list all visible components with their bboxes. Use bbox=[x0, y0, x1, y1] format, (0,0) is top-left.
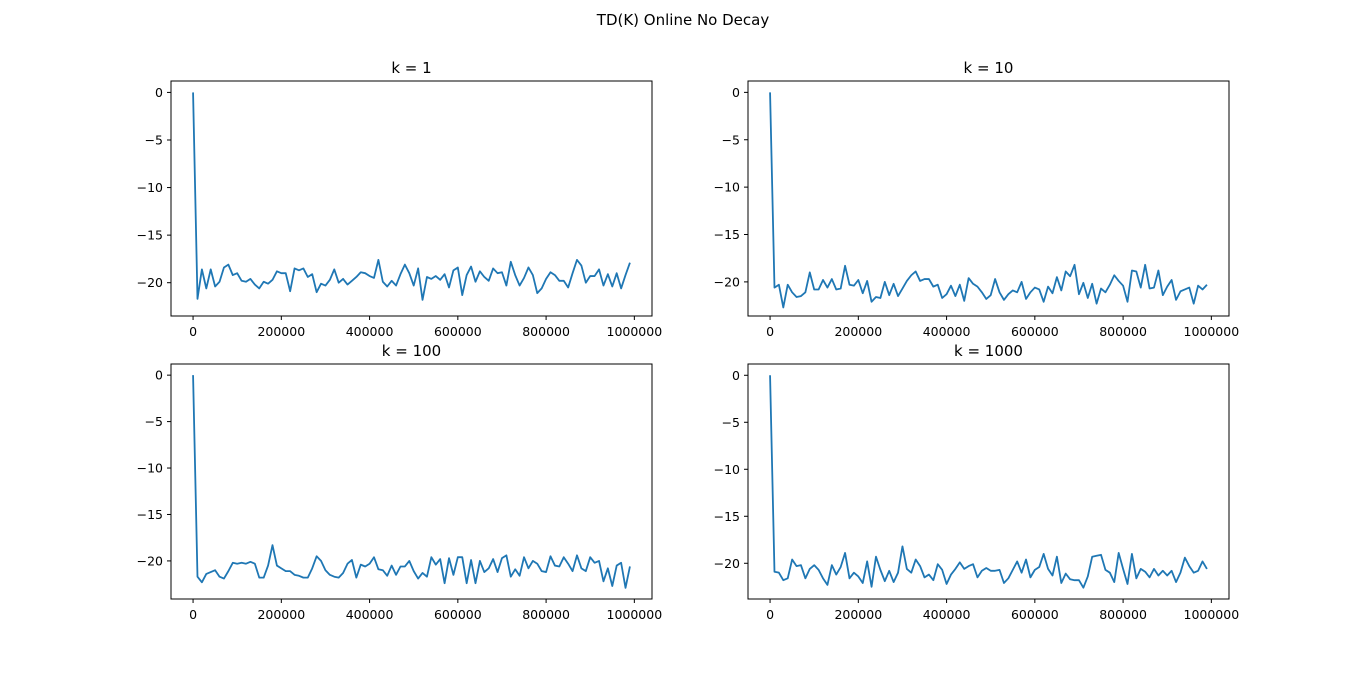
x-tick-label: 400000 bbox=[346, 607, 394, 622]
x-tick-label: 800000 bbox=[522, 324, 570, 339]
series-line bbox=[192, 375, 631, 589]
series-line bbox=[769, 92, 1208, 309]
subplots: k = 10−5−10−15−200 200000 400000 600000 8000… bbox=[137, 59, 1240, 622]
x-tick-label: 800000 bbox=[522, 607, 570, 622]
y-tick-label: −10 bbox=[137, 461, 163, 476]
y-tick-label: 0 bbox=[155, 85, 163, 100]
x-tick-label: 200000 bbox=[257, 324, 305, 339]
subplot-title: k = 100 bbox=[382, 342, 441, 360]
y-tick-label: −5 bbox=[722, 415, 740, 430]
x-tick-label: 1000000 bbox=[1184, 607, 1240, 622]
subplot-title: k = 1 bbox=[391, 59, 431, 77]
y-tick-label: −20 bbox=[137, 275, 163, 290]
y-tick-label: −20 bbox=[137, 553, 163, 568]
y-tick-label: −15 bbox=[137, 507, 163, 522]
subplot-4: k = 1000 0 −5 −10 −15 −20 0 200000 400000 600000 8… bbox=[714, 342, 1240, 622]
figure-title: TD(K) Online No Decay bbox=[596, 11, 770, 29]
x-tick-label: 0 bbox=[189, 607, 197, 622]
x-tick-label: 600000 bbox=[434, 607, 482, 622]
y-tick-label: −15 bbox=[714, 227, 740, 242]
y-tick-label: −20 bbox=[714, 274, 740, 289]
x-tick-label: 0 bbox=[189, 324, 197, 339]
subplot-1: k = 1 0 −5 −10 −15 −20 0 200000 400000 600000 8000… bbox=[137, 59, 663, 339]
axes-frame bbox=[747, 80, 1230, 317]
x-tick-label: 800000 bbox=[1099, 607, 1147, 622]
series-line bbox=[769, 375, 1208, 589]
y-tick-label: −10 bbox=[714, 180, 740, 195]
subplot-3: k = 100 0 −5 −10 −15 −20 0 200000 400000 600000 80… bbox=[137, 342, 663, 622]
x-tick-label: 200000 bbox=[834, 324, 882, 339]
y-tick-label: −10 bbox=[137, 180, 163, 195]
x-tick-label: 600000 bbox=[1011, 607, 1059, 622]
x-tick-label: 600000 bbox=[434, 324, 482, 339]
series-line bbox=[192, 92, 631, 301]
x-tick-label: 400000 bbox=[346, 324, 394, 339]
x-tick-label: 600000 bbox=[1011, 324, 1059, 339]
x-tick-label: 1000000 bbox=[1184, 324, 1240, 339]
subplot-2: k = 10 0 −5 −10 −15 −20 0 200000 400000 600000 800… bbox=[714, 59, 1240, 339]
y-tick-label: −5 bbox=[145, 414, 163, 429]
axes-frame bbox=[747, 363, 1230, 600]
x-tick-label: 1000000 bbox=[607, 324, 663, 339]
x-tick-label: 400000 bbox=[923, 324, 971, 339]
y-tick-label: −10 bbox=[714, 462, 740, 477]
y-tick-label: −20 bbox=[714, 556, 740, 571]
axes-frame bbox=[170, 363, 653, 600]
y-tick-label: −5 bbox=[145, 132, 163, 147]
y-tick-label: 0 bbox=[155, 368, 163, 383]
subplot-title: k = 1000 bbox=[954, 342, 1023, 360]
y-tick-label: −5 bbox=[722, 132, 740, 147]
x-tick-label: 200000 bbox=[257, 607, 305, 622]
x-tick-label: 800000 bbox=[1099, 324, 1147, 339]
x-tick-label: 400000 bbox=[923, 607, 971, 622]
subplot-title: k = 10 bbox=[964, 59, 1014, 77]
x-tick-label: 1000000 bbox=[607, 607, 663, 622]
x-tick-label: 0 bbox=[766, 324, 774, 339]
x-tick-label: 200000 bbox=[834, 607, 882, 622]
x-tick-label: 0 bbox=[766, 607, 774, 622]
y-tick-label: −15 bbox=[714, 509, 740, 524]
y-tick-label: 0 bbox=[732, 85, 740, 100]
y-tick-label: 0 bbox=[732, 368, 740, 383]
y-tick-label: −15 bbox=[137, 228, 163, 243]
